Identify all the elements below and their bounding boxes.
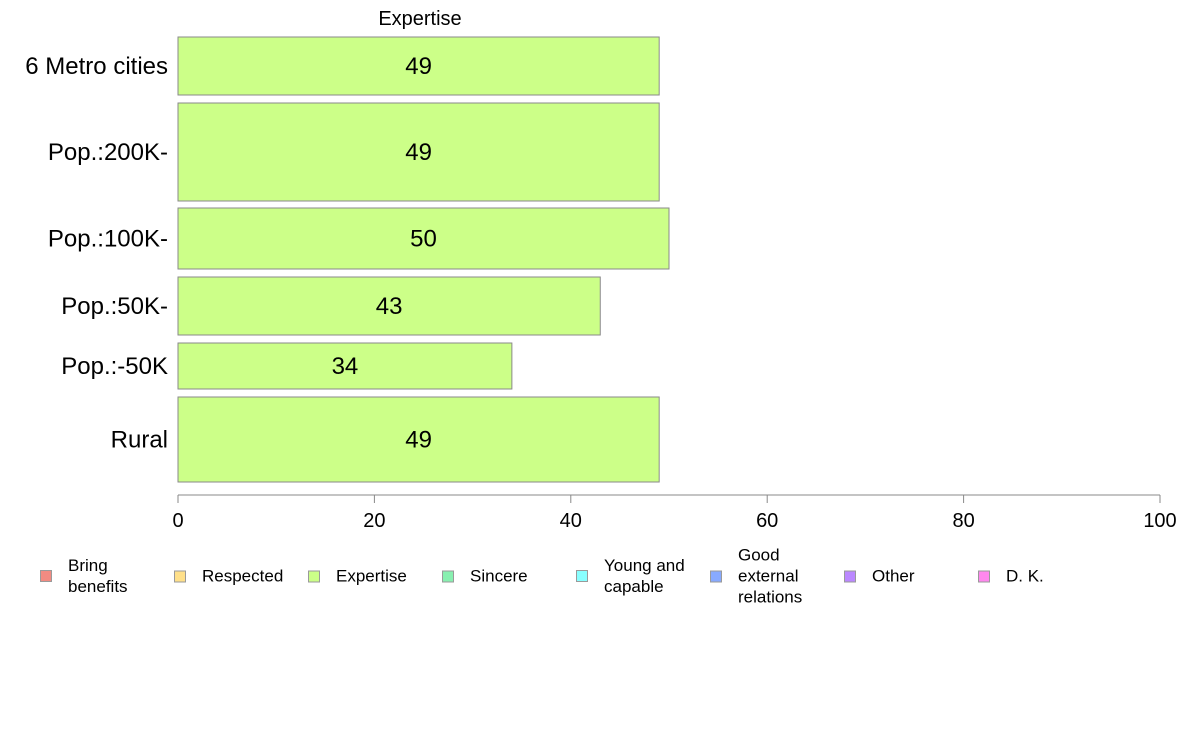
legend-label: Expertise [336, 566, 407, 586]
bar-value-label: 50 [410, 226, 437, 253]
bar [177, 102, 660, 202]
legend-label: D. K. [1006, 566, 1044, 586]
legend-item: D. K. [978, 566, 1044, 587]
legend-swatch [442, 570, 454, 582]
category-label: 6 Metro cities [25, 53, 168, 80]
x-axis: 0 20 40 60 80 100 [172, 494, 1177, 532]
bar-value-label: 43 [376, 293, 403, 320]
category-label: Pop.:200K- [48, 139, 168, 166]
chart-title: Expertise [378, 8, 461, 30]
legend-label: Young and capable [604, 556, 685, 596]
bar-value-label: 49 [405, 427, 432, 454]
category-label: Rural [111, 427, 168, 454]
legend-item: Respected [174, 566, 283, 587]
bar-value-label: 49 [405, 139, 432, 166]
category-label: Pop.:50K- [61, 293, 168, 320]
bar [177, 207, 670, 270]
bar [177, 276, 601, 336]
x-tick-label: 40 [560, 510, 582, 532]
x-tick-label: 0 [172, 510, 183, 532]
legend-swatch [174, 570, 186, 582]
legend-swatch [978, 570, 990, 582]
legend-item: Bring benefits [40, 555, 128, 597]
legend-label: Bring benefits [68, 556, 128, 596]
legend-label: Sincere [470, 566, 528, 586]
bar-value-label: 34 [332, 353, 359, 380]
legend-label: Respected [202, 566, 284, 586]
legend-item: Expertise [308, 566, 407, 587]
legend-swatch [40, 570, 52, 582]
bar-chart: Expertise 49 6 Metro cities 49 Pop.:200K- 50… [25, 8, 1177, 532]
x-tick-label: 100 [1143, 510, 1176, 532]
legend-item: Good external relations [710, 545, 802, 608]
x-tick-label: 60 [756, 510, 778, 532]
legend-item: Young and capable [576, 555, 685, 597]
legend-label: Other [872, 566, 915, 586]
legend-item: Sincere [442, 566, 528, 587]
bars-layer: 49 6 Metro cities 49 Pop.:200K- 50 Pop.:100K-… [25, 36, 670, 483]
legend: Bring benefits Respected Expertise Sincere Y… [0, 540, 1188, 620]
legend-swatch [308, 570, 320, 582]
category-label: Pop.:100K- [48, 226, 168, 253]
legend-item: Other [844, 566, 915, 587]
x-tick-label: 80 [952, 510, 974, 532]
bar [177, 36, 660, 96]
legend-swatch [576, 570, 588, 582]
legend-swatch [844, 570, 856, 582]
x-tick-label: 20 [363, 510, 385, 532]
category-label: Pop.:-50K [61, 353, 168, 380]
bar-value-label: 49 [405, 53, 432, 80]
legend-label: Good external relations [738, 545, 803, 607]
legend-swatch [710, 570, 722, 582]
bar [177, 342, 513, 390]
bar [177, 396, 660, 483]
